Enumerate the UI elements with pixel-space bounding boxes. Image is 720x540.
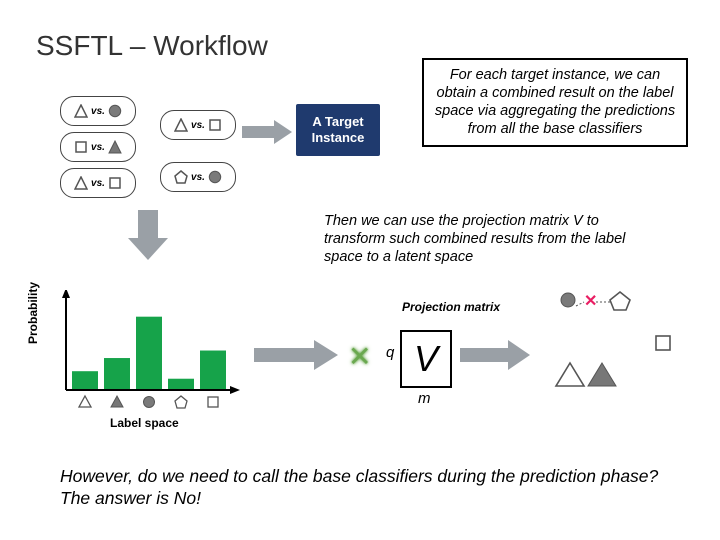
- no-base-classifiers-note: However, do we need to call the base cla…: [60, 465, 684, 511]
- classifier-pill: vs.: [60, 132, 136, 162]
- triangle-outline-icon: [74, 176, 88, 190]
- classifier-pill: vs.: [160, 162, 236, 192]
- vs-label: vs.: [91, 142, 105, 153]
- projection-note: Then we can use the projection matrix V …: [324, 212, 646, 266]
- triangle-fill-icon: [108, 140, 122, 154]
- arrow-right-icon: [460, 340, 530, 370]
- vs-label: vs.: [91, 178, 105, 189]
- circle-fill-icon: [208, 170, 222, 184]
- classifier-pill: vs.: [60, 96, 136, 126]
- V-matrix-box: V: [400, 330, 452, 388]
- arrow-right-icon: [254, 340, 338, 370]
- square-outline-icon: [108, 176, 122, 190]
- square-outline-icon: [208, 118, 222, 132]
- vs-label: vs.: [191, 172, 205, 183]
- circle-fill-icon: [108, 104, 122, 118]
- vs-label: vs.: [191, 120, 205, 131]
- pink-x-icon: ✕: [584, 293, 597, 310]
- bar-chart: [58, 290, 244, 414]
- callout-box: For each target instance, we can obtain …: [422, 58, 688, 147]
- projection-matrix-label: Projection matrix: [402, 300, 500, 314]
- classifier-pill: vs.: [160, 110, 236, 140]
- triangle-outline-icon: [74, 104, 88, 118]
- triangle-outline-icon: [174, 118, 188, 132]
- classifier-col-2: vs. vs.: [160, 110, 236, 214]
- x-axis-label: Label space: [110, 416, 179, 430]
- pentagon-outline-icon: [174, 170, 188, 184]
- y-axis-label: Probability: [26, 282, 40, 344]
- square-outline-icon: [74, 140, 88, 154]
- classifier-pill: vs.: [60, 168, 136, 198]
- latent-space-scatter: ✕: [540, 288, 686, 392]
- target-instance-box: A Target Instance: [296, 104, 380, 156]
- q-dimension: q: [386, 344, 394, 361]
- arrow-right-icon: [242, 120, 292, 144]
- m-dimension: m: [418, 390, 431, 407]
- vs-label: vs.: [91, 106, 105, 117]
- classifier-col-1: vs. vs. vs.: [60, 96, 136, 204]
- arrow-down-icon: [128, 210, 168, 262]
- green-x-symbol: ✕: [348, 340, 371, 373]
